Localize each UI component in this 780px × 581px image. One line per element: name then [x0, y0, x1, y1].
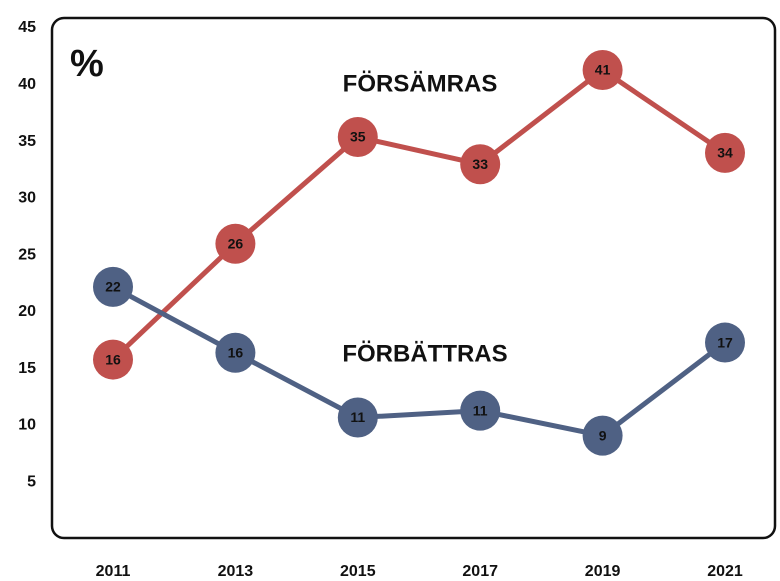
- data-label: 9: [599, 427, 607, 443]
- series-name: FÖRSÄMRAS: [343, 70, 498, 97]
- unit-label: %: [70, 43, 104, 85]
- data-label: 17: [717, 334, 733, 350]
- data-point: [93, 266, 133, 307]
- x-tick-label: 2021: [707, 563, 743, 580]
- series-line: [111, 284, 727, 439]
- data-point: [705, 322, 745, 363]
- x-tick-label: 2013: [218, 563, 254, 580]
- data-label: 33: [472, 156, 488, 172]
- y-tick-label: 40: [18, 76, 36, 93]
- data-label: 22: [105, 279, 121, 295]
- data-label: 41: [595, 62, 611, 78]
- y-tick-label: 30: [18, 190, 36, 207]
- data-point: [337, 117, 378, 158]
- y-tick-label: 45: [18, 19, 36, 36]
- data-label: 16: [105, 351, 121, 367]
- data-point: [93, 339, 133, 380]
- y-tick-label: 20: [18, 303, 36, 320]
- x-tick-label: 2011: [96, 563, 131, 580]
- data-label: 35: [350, 129, 366, 145]
- series-name: FÖRBÄTTRAS: [342, 340, 507, 367]
- plot-frame: [50, 16, 777, 540]
- x-tick-label: 2015: [340, 563, 376, 580]
- y-tick-label: 15: [18, 360, 36, 377]
- y-tick-label: 25: [18, 246, 36, 263]
- y-tick-label: 10: [18, 417, 36, 434]
- data-point: [582, 50, 623, 91]
- data-point: [705, 132, 745, 173]
- data-label: 34: [717, 145, 733, 161]
- y-tick-label: 35: [18, 133, 36, 150]
- data-point: [215, 332, 256, 373]
- data-point: [337, 397, 378, 438]
- x-tick-label: 2017: [462, 563, 498, 580]
- data-point: [582, 415, 623, 456]
- data-point: [460, 144, 501, 185]
- data-label: 16: [228, 344, 244, 360]
- data-label: 11: [350, 409, 365, 425]
- data-point: [215, 223, 256, 264]
- data-point: [460, 390, 501, 431]
- data-label: 26: [228, 235, 244, 251]
- series-line: [111, 66, 727, 362]
- x-tick-label: 2019: [585, 563, 621, 580]
- y-tick-label: 5: [27, 473, 36, 490]
- data-label: 11: [473, 402, 488, 418]
